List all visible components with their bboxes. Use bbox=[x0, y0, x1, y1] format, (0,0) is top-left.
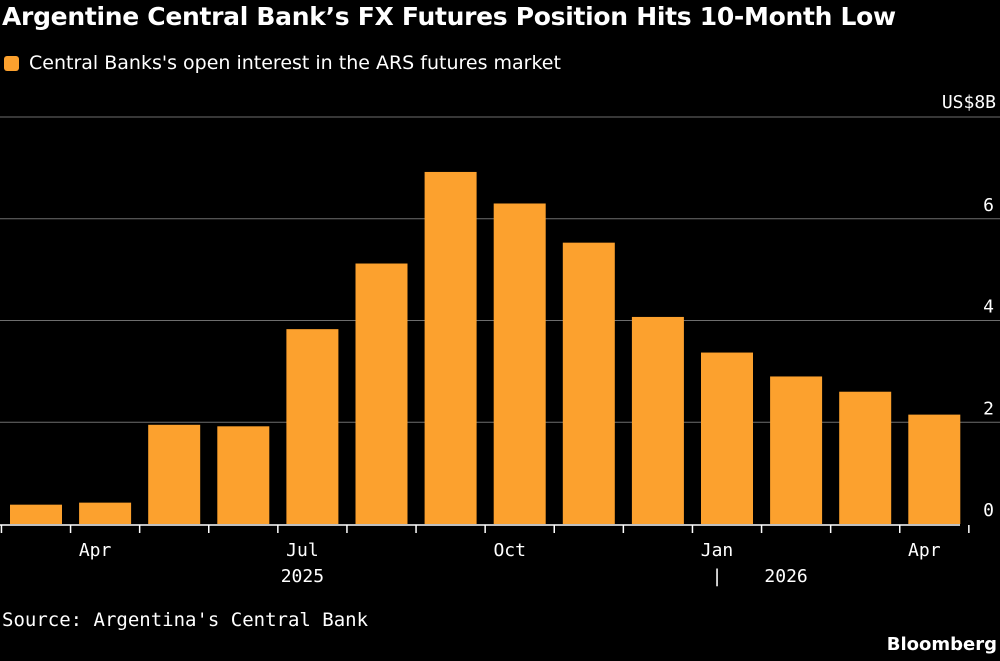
bar bbox=[908, 414, 961, 524]
chart-title: Argentine Central Bank’s FX Futures Posi… bbox=[2, 2, 896, 31]
bar bbox=[286, 329, 339, 524]
x-tick-label: Oct bbox=[493, 540, 526, 561]
x-tick-label: Apr bbox=[79, 540, 112, 561]
bar bbox=[701, 352, 753, 524]
x-tick-label: Apr bbox=[908, 540, 941, 561]
year-separator: | bbox=[712, 566, 723, 587]
bar bbox=[79, 502, 132, 524]
bloomberg-logo: Bloomberg bbox=[886, 634, 997, 655]
x-axis-ticks bbox=[0, 525, 970, 533]
y-tick-label: 2 bbox=[983, 398, 994, 419]
source-note: Source: Argentina's Central Bank bbox=[2, 609, 369, 631]
year-label: 2026 bbox=[764, 566, 807, 587]
bars bbox=[10, 171, 961, 525]
y-axis-labels: 0 2 4 6 US$8B bbox=[942, 92, 996, 521]
bar bbox=[770, 376, 823, 524]
legend-label: Central Banks's open interest in the ARS… bbox=[29, 52, 561, 74]
legend: Central Banks's open interest in the ARS… bbox=[4, 50, 561, 76]
x-tick-label: Jul bbox=[286, 540, 319, 561]
x-axis-labels: Apr Jul Oct Jan Apr 2025 2026 | bbox=[79, 540, 941, 587]
bar bbox=[10, 504, 62, 524]
bar bbox=[839, 391, 892, 524]
y-tick-label: 4 bbox=[983, 297, 994, 318]
year-label: 2025 bbox=[281, 566, 324, 587]
bar bbox=[631, 316, 684, 524]
bar bbox=[562, 242, 615, 524]
bar bbox=[148, 424, 201, 524]
bar bbox=[217, 426, 270, 524]
y-unit-label: US$8B bbox=[942, 92, 996, 113]
y-tick-label: 6 bbox=[983, 195, 994, 216]
legend-swatch bbox=[4, 55, 19, 71]
y-tick-label: 0 bbox=[983, 500, 994, 521]
bar bbox=[493, 203, 546, 525]
bar bbox=[355, 263, 408, 524]
bar bbox=[424, 171, 477, 524]
x-tick-label: Jan bbox=[701, 540, 734, 561]
